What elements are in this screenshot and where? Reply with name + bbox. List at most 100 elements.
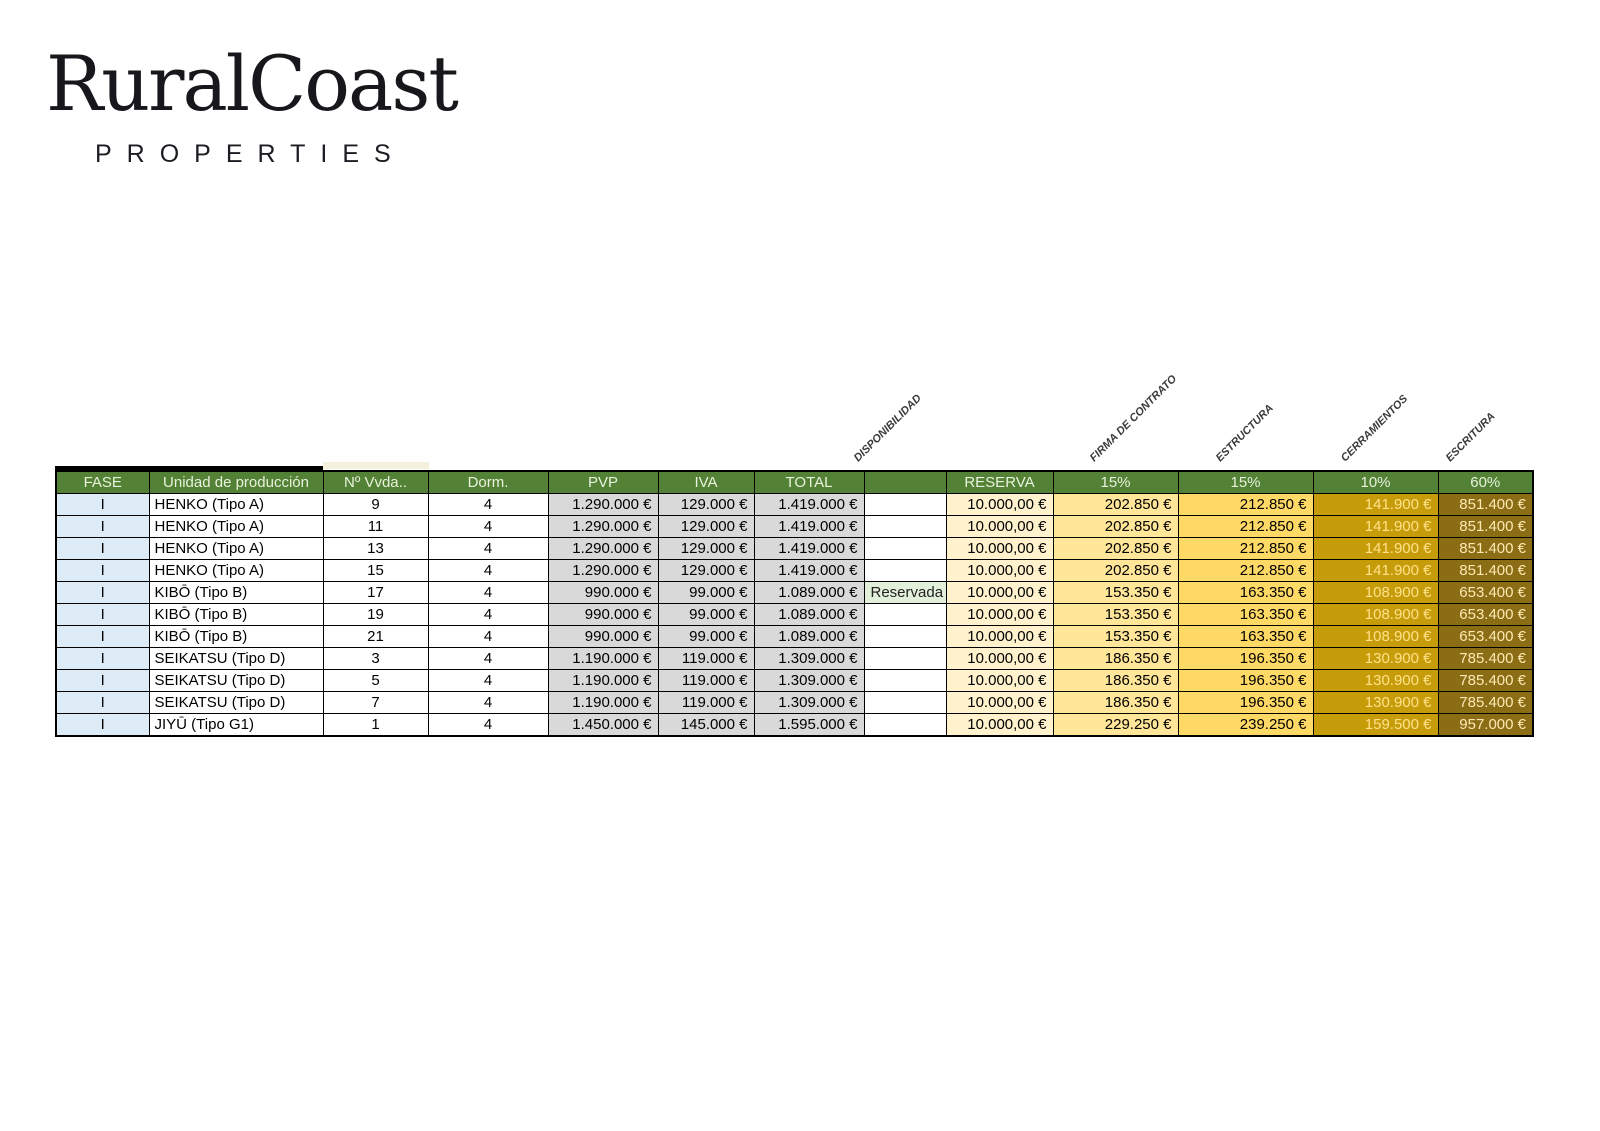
cell-total[interactable]: 1.089.000 € xyxy=(753,603,865,626)
cell-iva[interactable]: 145.000 € xyxy=(657,713,755,737)
header-firma-contrato[interactable]: 15% xyxy=(1052,470,1179,494)
cell-iva[interactable]: 119.000 € xyxy=(657,691,755,714)
header-iva[interactable]: IVA xyxy=(657,470,755,494)
cell-cerramientos[interactable]: 141.900 € xyxy=(1312,537,1439,560)
header-disponibilidad[interactable] xyxy=(863,470,947,494)
cell-firma-contrato[interactable]: 229.250 € xyxy=(1052,713,1179,737)
cell-unidad[interactable]: SEIKATSU (Tipo D) xyxy=(148,647,324,670)
cell-cerramientos[interactable]: 108.900 € xyxy=(1312,603,1439,626)
cell-unidad[interactable]: SEIKATSU (Tipo D) xyxy=(148,691,324,714)
cell-fase[interactable]: I xyxy=(55,559,150,582)
cell-reserva[interactable]: 10.000,00 € xyxy=(945,515,1054,538)
header-fase[interactable]: FASE xyxy=(55,470,150,494)
cell-disponibilidad[interactable] xyxy=(863,669,947,692)
cell-firma-contrato[interactable]: 153.350 € xyxy=(1052,603,1179,626)
cell-disponibilidad[interactable] xyxy=(863,537,947,560)
cell-n-vvda[interactable]: 5 xyxy=(322,669,429,692)
cell-reserva[interactable]: 10.000,00 € xyxy=(945,647,1054,670)
cell-iva[interactable]: 129.000 € xyxy=(657,559,755,582)
cell-escritura[interactable]: 653.400 € xyxy=(1437,581,1534,604)
cell-escritura[interactable]: 851.400 € xyxy=(1437,559,1534,582)
cell-cerramientos[interactable]: 108.900 € xyxy=(1312,625,1439,648)
header-pvp[interactable]: PVP xyxy=(547,470,659,494)
cell-n-vvda[interactable]: 1 xyxy=(322,713,429,737)
cell-iva[interactable]: 129.000 € xyxy=(657,515,755,538)
cell-cerramientos[interactable]: 141.900 € xyxy=(1312,515,1439,538)
cell-estructura[interactable]: 196.350 € xyxy=(1177,647,1314,670)
cell-n-vvda[interactable]: 21 xyxy=(322,625,429,648)
cell-firma-contrato[interactable]: 186.350 € xyxy=(1052,647,1179,670)
cell-unidad[interactable]: HENKO (Tipo A) xyxy=(148,515,324,538)
cell-iva[interactable]: 99.000 € xyxy=(657,581,755,604)
cell-cerramientos[interactable]: 159.500 € xyxy=(1312,713,1439,737)
cell-pvp[interactable]: 1.290.000 € xyxy=(547,515,659,538)
cell-reserva[interactable]: 10.000,00 € xyxy=(945,713,1054,737)
cell-dorm[interactable]: 4 xyxy=(427,647,549,670)
cell-dorm[interactable]: 4 xyxy=(427,493,549,516)
cell-total[interactable]: 1.309.000 € xyxy=(753,691,865,714)
cell-firma-contrato[interactable]: 202.850 € xyxy=(1052,537,1179,560)
cell-reserva[interactable]: 10.000,00 € xyxy=(945,691,1054,714)
cell-dorm[interactable]: 4 xyxy=(427,603,549,626)
cell-iva[interactable]: 119.000 € xyxy=(657,669,755,692)
cell-total[interactable]: 1.309.000 € xyxy=(753,669,865,692)
cell-pvp[interactable]: 990.000 € xyxy=(547,603,659,626)
cell-disponibilidad[interactable] xyxy=(863,515,947,538)
cell-firma-contrato[interactable]: 153.350 € xyxy=(1052,581,1179,604)
cell-total[interactable]: 1.309.000 € xyxy=(753,647,865,670)
cell-iva[interactable]: 129.000 € xyxy=(657,493,755,516)
cell-estructura[interactable]: 239.250 € xyxy=(1177,713,1314,737)
cell-disponibilidad[interactable] xyxy=(863,625,947,648)
cell-n-vvda[interactable]: 11 xyxy=(322,515,429,538)
cell-n-vvda[interactable]: 17 xyxy=(322,581,429,604)
cell-unidad[interactable]: JIYŪ (Tipo G1) xyxy=(148,713,324,737)
cell-iva[interactable]: 119.000 € xyxy=(657,647,755,670)
cell-disponibilidad[interactable]: Reservada xyxy=(863,581,947,604)
cell-fase[interactable]: I xyxy=(55,603,150,626)
cell-fase[interactable]: I xyxy=(55,625,150,648)
cell-dorm[interactable]: 4 xyxy=(427,537,549,560)
cell-total[interactable]: 1.419.000 € xyxy=(753,537,865,560)
cell-total[interactable]: 1.419.000 € xyxy=(753,515,865,538)
cell-firma-contrato[interactable]: 186.350 € xyxy=(1052,669,1179,692)
cell-estructura[interactable]: 196.350 € xyxy=(1177,691,1314,714)
cell-pvp[interactable]: 1.190.000 € xyxy=(547,647,659,670)
cell-firma-contrato[interactable]: 202.850 € xyxy=(1052,515,1179,538)
cell-n-vvda[interactable]: 9 xyxy=(322,493,429,516)
cell-escritura[interactable]: 653.400 € xyxy=(1437,625,1534,648)
cell-cerramientos[interactable]: 141.900 € xyxy=(1312,493,1439,516)
cell-escritura[interactable]: 851.400 € xyxy=(1437,493,1534,516)
cell-n-vvda[interactable]: 3 xyxy=(322,647,429,670)
cell-unidad[interactable]: HENKO (Tipo A) xyxy=(148,537,324,560)
cell-pvp[interactable]: 1.290.000 € xyxy=(547,537,659,560)
cell-pvp[interactable]: 1.450.000 € xyxy=(547,713,659,737)
cell-unidad[interactable]: KIBŌ (Tipo B) xyxy=(148,581,324,604)
cell-unidad[interactable]: KIBŌ (Tipo B) xyxy=(148,603,324,626)
header-escritura[interactable]: 60% xyxy=(1437,470,1534,494)
cell-fase[interactable]: I xyxy=(55,493,150,516)
cell-cerramientos[interactable]: 130.900 € xyxy=(1312,647,1439,670)
cell-firma-contrato[interactable]: 202.850 € xyxy=(1052,493,1179,516)
cell-estructura[interactable]: 212.850 € xyxy=(1177,559,1314,582)
cell-cerramientos[interactable]: 108.900 € xyxy=(1312,581,1439,604)
cell-pvp[interactable]: 990.000 € xyxy=(547,625,659,648)
cell-estructura[interactable]: 212.850 € xyxy=(1177,515,1314,538)
cell-fase[interactable]: I xyxy=(55,669,150,692)
cell-reserva[interactable]: 10.000,00 € xyxy=(945,581,1054,604)
cell-firma-contrato[interactable]: 186.350 € xyxy=(1052,691,1179,714)
cell-firma-contrato[interactable]: 153.350 € xyxy=(1052,625,1179,648)
cell-estructura[interactable]: 163.350 € xyxy=(1177,625,1314,648)
cell-fase[interactable]: I xyxy=(55,647,150,670)
cell-total[interactable]: 1.419.000 € xyxy=(753,559,865,582)
cell-dorm[interactable]: 4 xyxy=(427,581,549,604)
cell-escritura[interactable]: 957.000 € xyxy=(1437,713,1534,737)
header-estructura[interactable]: 15% xyxy=(1177,470,1314,494)
cell-estructura[interactable]: 163.350 € xyxy=(1177,581,1314,604)
header-unidad[interactable]: Unidad de producción xyxy=(148,470,324,494)
cell-reserva[interactable]: 10.000,00 € xyxy=(945,537,1054,560)
cell-disponibilidad[interactable] xyxy=(863,713,947,737)
header-cerramientos[interactable]: 10% xyxy=(1312,470,1439,494)
cell-pvp[interactable]: 1.190.000 € xyxy=(547,691,659,714)
header-total[interactable]: TOTAL xyxy=(753,470,865,494)
cell-n-vvda[interactable]: 13 xyxy=(322,537,429,560)
